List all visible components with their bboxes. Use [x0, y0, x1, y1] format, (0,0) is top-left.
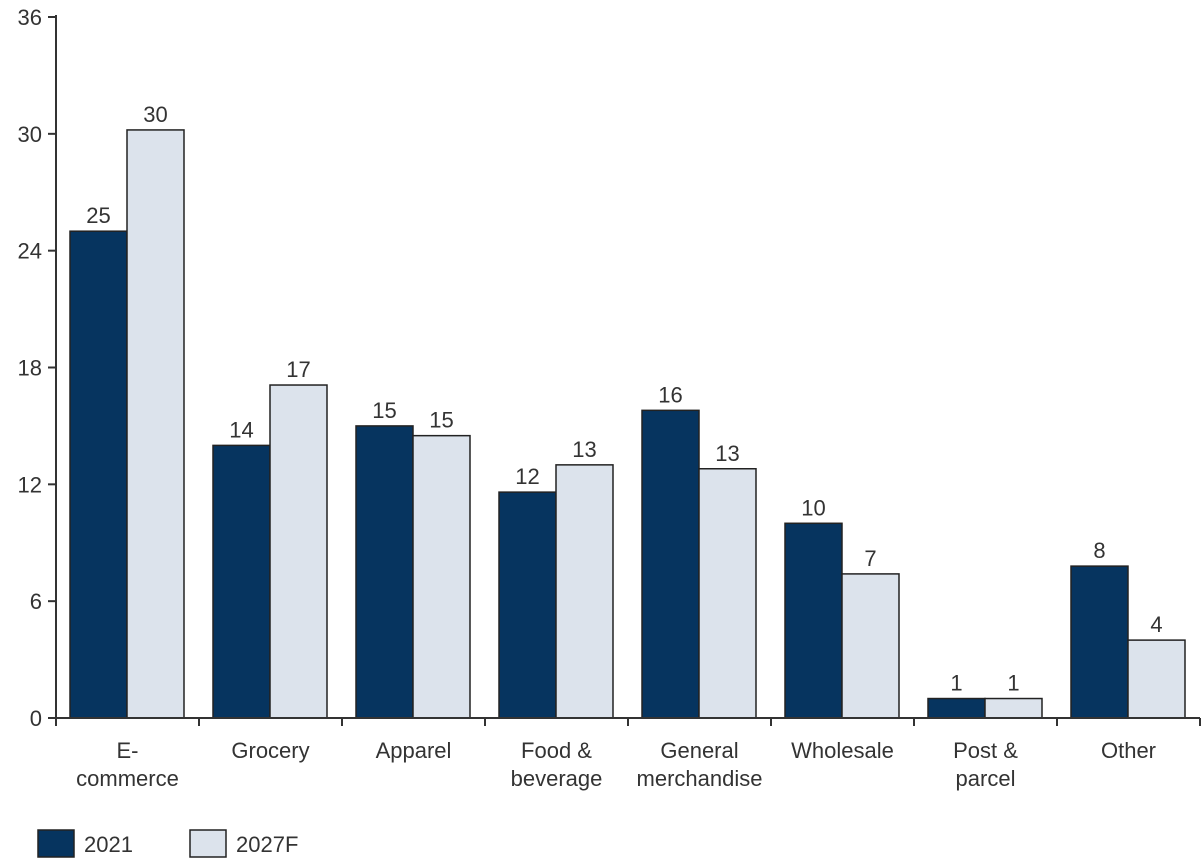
- data-label: 13: [572, 437, 596, 462]
- x-tick-label: Apparel: [376, 738, 452, 763]
- data-label: 16: [658, 382, 682, 407]
- bar-2027f: [412, 434, 471, 719]
- data-label: 4: [1150, 612, 1162, 637]
- data-label: 17: [286, 357, 310, 382]
- data-label: 25: [86, 203, 110, 228]
- bars: [69, 129, 1186, 719]
- bar-2021: [641, 409, 700, 719]
- y-tick-label: 0: [30, 706, 42, 731]
- x-tick-label: Food & beverage: [511, 738, 603, 791]
- data-label: 8: [1093, 538, 1105, 563]
- data-label: 14: [229, 417, 253, 442]
- y-tick-label: 12: [18, 472, 42, 497]
- data-label: 1: [950, 671, 962, 696]
- data-label: 15: [429, 408, 453, 433]
- bar-2021: [212, 444, 271, 719]
- bar-2027f: [555, 464, 614, 719]
- data-label: 10: [801, 495, 825, 520]
- bar-2021: [1070, 565, 1129, 719]
- y-tick-label: 36: [18, 5, 42, 30]
- bar-2027f: [1127, 639, 1186, 719]
- bar-2027f: [698, 468, 757, 719]
- y-tick-label: 18: [18, 356, 42, 381]
- x-tick-label: Other: [1101, 738, 1156, 763]
- y-axis: 0 6 12 18 24 30 36: [18, 5, 57, 731]
- data-label: 30: [143, 102, 167, 127]
- y-tick-label: 30: [18, 122, 42, 147]
- data-label: 12: [515, 464, 539, 489]
- data-label: 13: [715, 441, 739, 466]
- bar-2027f: [269, 384, 328, 719]
- legend-swatch: [189, 829, 227, 858]
- y-tick-label: 6: [30, 589, 42, 614]
- x-axis: E-commerce Grocery Apparel Food & beverage Ge…: [55, 717, 1201, 791]
- data-label: 7: [864, 546, 876, 571]
- bar-2027f: [126, 129, 185, 719]
- legend: 2021 2027F: [37, 829, 298, 858]
- legend-label: 2027F: [236, 832, 298, 857]
- bar-2021: [355, 425, 414, 719]
- bar-2021: [69, 230, 128, 719]
- bar-2021: [927, 697, 986, 719]
- data-label: 1: [1007, 671, 1019, 696]
- y-tick-label: 24: [18, 239, 42, 264]
- x-tick-label: General merchandise: [637, 738, 763, 791]
- bar-2021: [784, 522, 843, 719]
- legend-swatch: [37, 829, 75, 858]
- data-label: 15: [372, 398, 396, 423]
- bar-2027f: [984, 697, 1043, 719]
- x-tick-label: Wholesale: [791, 738, 894, 763]
- x-tick-label: Grocery: [231, 738, 309, 763]
- x-tick-label: Post & parcel: [953, 738, 1018, 791]
- bar-2021: [498, 491, 557, 719]
- x-tick-label: E-commerce: [76, 738, 179, 791]
- legend-label: 2021: [84, 832, 133, 857]
- bar-2027f: [841, 573, 900, 719]
